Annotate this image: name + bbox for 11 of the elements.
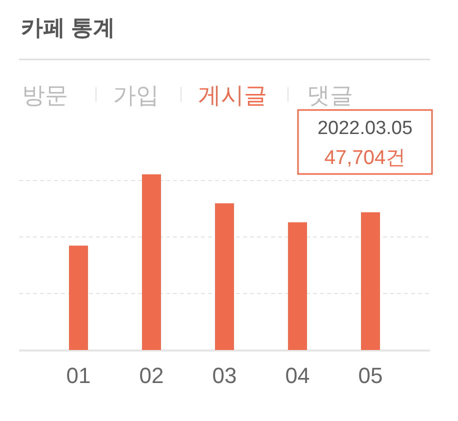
tooltip: 2022.03.05 47,704건	[297, 109, 433, 175]
x-tick-label: 03	[212, 363, 237, 388]
x-tick-label: 05	[358, 363, 383, 388]
x-tick-label: 02	[139, 363, 164, 388]
text: 댓글	[307, 82, 353, 108]
text: 게시글	[198, 82, 267, 108]
x-tick-label: 01	[66, 363, 91, 388]
x-tick-label: 04	[285, 363, 310, 388]
chart-title: 카페 통계	[21, 15, 116, 40]
text: 방문	[22, 82, 68, 108]
text: 가입	[113, 82, 159, 108]
